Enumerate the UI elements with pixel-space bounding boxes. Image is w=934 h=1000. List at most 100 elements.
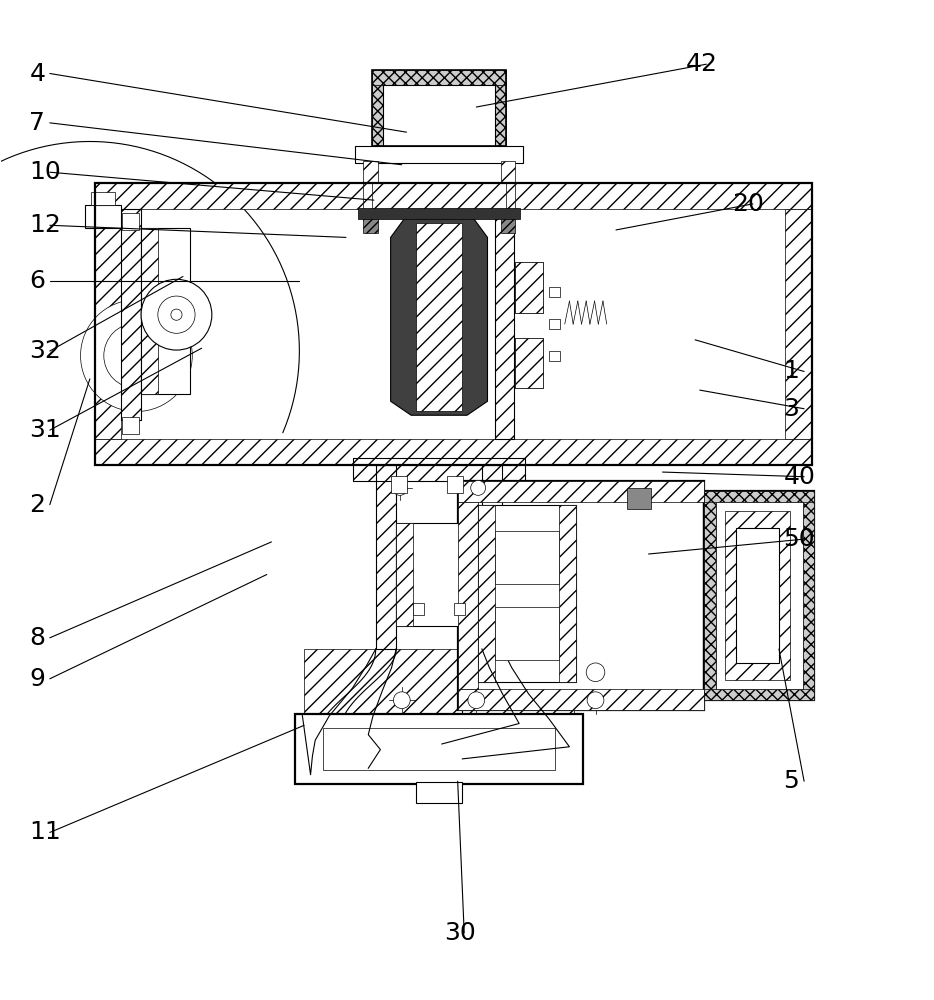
Text: 40: 40 (784, 465, 815, 489)
Bar (353, 458, 525, 481)
Bar (94, 183, 812, 465)
Text: 1: 1 (784, 359, 800, 383)
Bar (85, 205, 120, 228)
Bar (295, 714, 584, 784)
Text: 32: 32 (29, 339, 62, 363)
Text: 42: 42 (686, 52, 718, 76)
Bar (803, 491, 814, 700)
Text: 6: 6 (29, 269, 46, 293)
Text: 11: 11 (29, 820, 61, 844)
Bar (416, 223, 462, 411)
Bar (704, 491, 814, 502)
Bar (495, 607, 559, 660)
Bar (120, 209, 785, 439)
Text: 8: 8 (29, 626, 46, 650)
Bar (704, 689, 814, 700)
Bar (704, 491, 814, 700)
Bar (353, 458, 525, 481)
Text: 10: 10 (29, 160, 61, 184)
Bar (94, 439, 812, 465)
Bar (94, 183, 812, 209)
Bar (396, 523, 482, 626)
Bar (495, 209, 514, 439)
Bar (785, 209, 812, 439)
Bar (372, 85, 383, 146)
Bar (396, 523, 413, 626)
Bar (416, 782, 462, 803)
Bar (322, 728, 556, 770)
Circle shape (587, 692, 604, 709)
Circle shape (141, 279, 212, 350)
Circle shape (158, 296, 195, 333)
Bar (559, 505, 576, 682)
Bar (122, 417, 139, 434)
Bar (362, 161, 377, 183)
Text: 31: 31 (29, 418, 61, 442)
Bar (482, 465, 502, 649)
Bar (495, 209, 514, 439)
Bar (375, 465, 396, 649)
Circle shape (587, 663, 605, 682)
Bar (120, 209, 141, 420)
Bar (458, 481, 704, 710)
Bar (549, 351, 560, 361)
Bar (458, 502, 478, 689)
Bar (478, 505, 576, 682)
Bar (478, 505, 495, 682)
Bar (122, 213, 139, 230)
Polygon shape (390, 209, 488, 415)
Text: 4: 4 (29, 62, 46, 86)
Text: 12: 12 (29, 213, 62, 237)
Circle shape (104, 323, 169, 388)
Bar (383, 85, 495, 146)
Bar (516, 338, 544, 388)
Bar (495, 531, 559, 584)
Bar (141, 228, 191, 394)
Bar (506, 183, 516, 209)
Bar (91, 192, 115, 205)
Bar (304, 649, 574, 784)
Bar (736, 528, 779, 663)
Bar (94, 209, 120, 439)
Bar (495, 85, 506, 146)
Text: 5: 5 (784, 769, 800, 793)
Text: 50: 50 (784, 527, 815, 551)
Bar (516, 262, 544, 313)
Circle shape (471, 480, 486, 495)
Circle shape (392, 480, 407, 495)
Bar (549, 319, 560, 329)
Bar (446, 476, 463, 493)
Bar (465, 523, 482, 626)
Bar (549, 287, 560, 297)
Bar (372, 70, 506, 146)
Bar (458, 689, 704, 710)
Bar (458, 481, 704, 502)
Text: 2: 2 (29, 493, 46, 517)
Circle shape (80, 300, 192, 412)
Bar (375, 465, 396, 649)
Bar (413, 603, 424, 615)
Bar (704, 491, 715, 700)
Bar (396, 465, 482, 649)
Bar (501, 209, 516, 233)
Bar (516, 338, 544, 388)
Bar (501, 161, 516, 183)
Bar (482, 465, 502, 649)
Text: 9: 9 (29, 667, 45, 691)
Bar (141, 228, 158, 394)
Bar (358, 208, 520, 219)
Text: 30: 30 (444, 921, 475, 945)
Circle shape (393, 692, 410, 709)
Bar (120, 209, 141, 420)
Circle shape (468, 692, 485, 709)
Bar (362, 183, 372, 209)
Bar (627, 488, 651, 509)
Circle shape (171, 309, 182, 320)
Text: 3: 3 (784, 397, 800, 421)
Bar (390, 476, 407, 493)
Text: 7: 7 (29, 111, 45, 135)
Bar (362, 209, 377, 233)
Text: 20: 20 (732, 192, 764, 216)
Bar (372, 70, 506, 85)
Bar (516, 262, 544, 313)
